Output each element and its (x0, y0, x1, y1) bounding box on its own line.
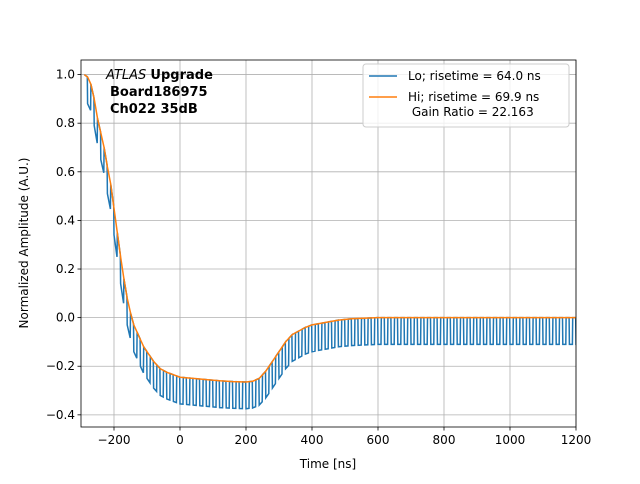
annotation-atlas: ATLAS (105, 68, 146, 83)
series-hi-line (83, 73, 576, 383)
x-tick-label: 200 (235, 433, 258, 447)
plot-frame (80, 59, 577, 428)
annotation-upgrade: Upgrade (150, 68, 213, 83)
annotation: ATLAS Upgrade Board186975 Ch022 35dB (105, 68, 213, 117)
y-axis-label: Normalized Amplitude (A.U.) (17, 158, 31, 329)
x-tick-label: 600 (367, 433, 390, 447)
annotation-board: Board186975 (110, 85, 208, 100)
y-tick-label: −0.4 (46, 408, 75, 422)
x-tick-label: 1200 (561, 433, 592, 447)
ticks: −200 0 200 400 600 800 1000 1200 −0.4 −0.2 0.0 0.2 0… (46, 68, 591, 447)
x-tick-label: 0 (176, 433, 184, 447)
y-tick-label: 0.6 (56, 165, 75, 179)
y-tick-label: 1.0 (56, 68, 75, 82)
legend-hi-label: Hi; risetime = 69.9 ns (408, 90, 539, 104)
x-tick-label: 800 (433, 433, 456, 447)
y-tick-label: −0.2 (46, 359, 75, 373)
annotation-channel: Ch022 35dB (110, 102, 198, 117)
x-tick-label: 400 (301, 433, 324, 447)
y-tick-label: 0.8 (56, 116, 75, 130)
x-tick-label: −200 (98, 433, 131, 447)
x-tick-label: 1000 (495, 433, 526, 447)
x-axis-label: Time [ns] (299, 457, 356, 471)
legend-lo-label: Lo; risetime = 64.0 ns (408, 69, 541, 83)
svg-text:ATLAS Upgrade: ATLAS Upgrade (105, 68, 213, 83)
y-tick-label: 0.0 (56, 311, 75, 325)
legend: Lo; risetime = 64.0 ns Hi; risetime = 69… (362, 63, 570, 128)
y-tick-label: 0.2 (56, 262, 75, 276)
legend-hi-gain: Gain Ratio = 22.163 (408, 105, 534, 119)
y-tick-label: 0.4 (56, 213, 75, 227)
